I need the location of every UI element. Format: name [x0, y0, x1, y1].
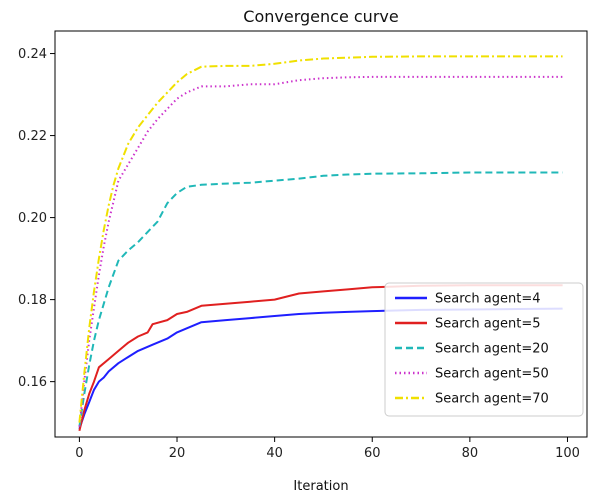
legend-box	[384, 282, 584, 417]
series-line-3	[78, 171, 563, 427]
legend-label-5: Search agent=70	[435, 392, 549, 407]
legend-label-2: Search agent=5	[435, 317, 541, 332]
legend-label-3: Search agent=20	[435, 342, 549, 357]
y-tick-label: 0.24	[18, 47, 47, 62]
y-tick-label: 0.16	[18, 375, 47, 390]
y-tick-label: 0.20	[18, 211, 47, 226]
series-line-4	[78, 75, 563, 427]
y-tick-label: 0.22	[18, 129, 47, 144]
axes-frame	[54, 30, 588, 438]
legend-label-4: Search agent=50	[435, 367, 549, 382]
plot-area	[78, 55, 563, 432]
series-line-1	[78, 307, 563, 430]
x-axis-label: Iteration	[293, 479, 348, 494]
x-tick-label: 40	[266, 446, 283, 461]
series-line-5	[78, 55, 563, 423]
x-tick-label: 0	[75, 446, 83, 461]
x-tick-label: 20	[169, 446, 186, 461]
chart-title: Convergence curve	[243, 7, 398, 26]
x-axis: 0 20 40 60 80 100	[75, 437, 580, 461]
series-line-2	[78, 284, 563, 432]
y-axis: 0.16 0.18 0.20 0.22 0.24	[18, 47, 55, 390]
legend: Search agent=4 Search agent=5 Search agent…	[384, 282, 584, 417]
x-tick-label: 80	[462, 446, 479, 461]
x-tick-label: 60	[364, 446, 381, 461]
x-tick-label: 100	[555, 446, 580, 461]
y-tick-label: 0.18	[18, 293, 47, 308]
legend-label-1: Search agent=4	[435, 292, 541, 307]
